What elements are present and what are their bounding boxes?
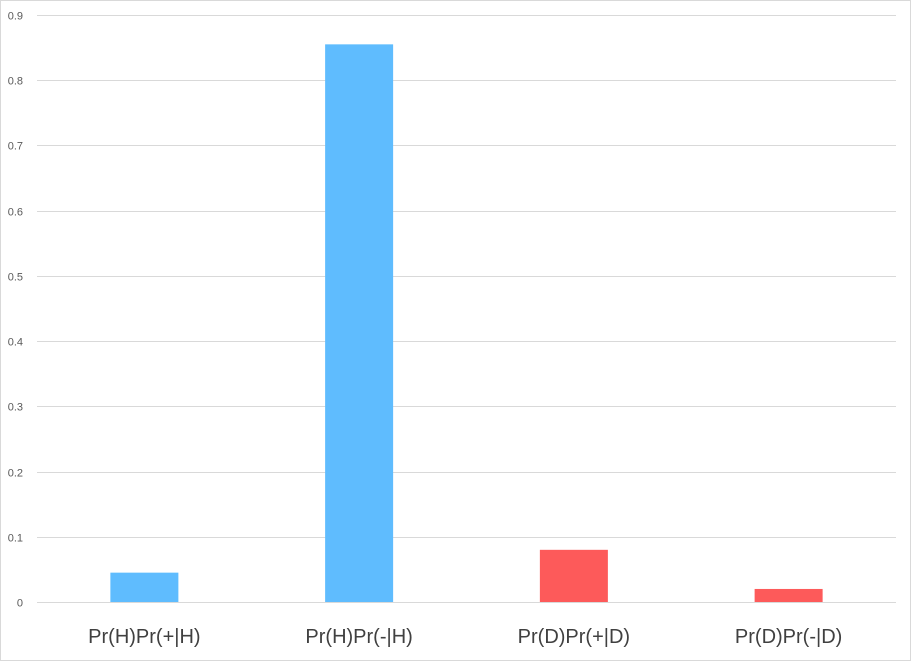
y-tick-label: 0.2 xyxy=(8,468,23,480)
x-category-label: Pr(H)Pr(+|H) xyxy=(88,626,200,648)
y-tick-label: 0.5 xyxy=(8,272,23,284)
gridlines xyxy=(37,15,896,603)
x-category-label: Pr(D)Pr(-|D) xyxy=(735,626,842,648)
y-tick-label: 0.6 xyxy=(8,207,23,219)
y-axis-tick-labels: 0 0.1 0.2 0.3 0.4 0.5 0.6 0.7 0.8 0.9 xyxy=(8,11,23,610)
y-tick-label: 0.4 xyxy=(8,337,23,349)
x-category-label: Pr(D)Pr(+|D) xyxy=(518,626,630,648)
x-category-label: Pr(H)Pr(-|H) xyxy=(305,626,412,648)
y-tick-label: 0.1 xyxy=(8,533,23,545)
bar xyxy=(754,588,823,602)
y-tick-label: 0.9 xyxy=(8,11,23,23)
bars xyxy=(110,44,823,603)
bar xyxy=(325,44,394,603)
y-tick-label: 0.7 xyxy=(8,141,23,153)
bar xyxy=(110,572,179,602)
y-tick-label: 0.3 xyxy=(8,402,23,414)
bar xyxy=(539,549,608,602)
x-axis-category-labels: Pr(H)Pr(+|H) Pr(H)Pr(-|H) Pr(D)Pr(+|D) Pr(D… xyxy=(88,626,842,648)
y-tick-label: 0.8 xyxy=(8,76,23,88)
y-tick-label: 0 xyxy=(17,598,23,610)
